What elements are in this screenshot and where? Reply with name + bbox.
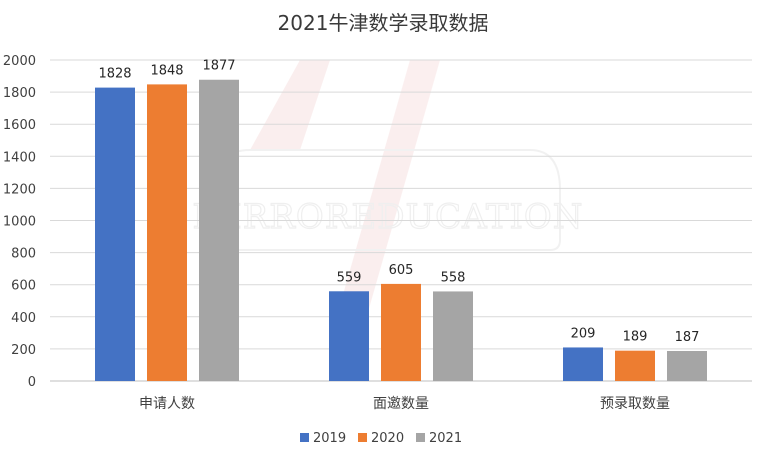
data-label: 605 [389,263,414,278]
legend-swatch [300,433,309,442]
bar-2021-预录取数量 [667,350,707,381]
data-label: 209 [571,326,596,341]
y-tick-label: 1400 [3,150,36,165]
data-label: 187 [675,330,700,345]
legend: 2019 2020 2021 [300,431,462,446]
watermark: MIRROREDUCATION [192,60,583,340]
y-tick-label: 1000 [3,215,36,230]
x-axis: 申请人数 面邀数量 预录取数量 [139,396,670,412]
legend-swatch [416,433,425,442]
data-label: 559 [337,270,362,285]
bars [95,79,707,381]
data-label: 1877 [202,59,235,74]
y-tick-label: 200 [11,343,36,358]
y-tick-label: 800 [11,247,36,262]
legend-swatch [358,433,367,442]
bar-2020-预录取数量 [615,350,655,381]
data-label: 1848 [150,63,183,78]
legend-label: 2021 [429,431,462,446]
bar-2021-申请人数 [199,79,239,381]
y-tick-label: 1600 [3,118,36,133]
bar-2019-预录取数量 [563,347,603,381]
y-tick-label: 1200 [3,182,36,197]
legend-label: 2020 [371,431,404,446]
bar-2020-面邀数量 [381,283,421,381]
legend-label: 2019 [313,431,346,446]
watermark-text: MIRROREDUCATION [192,197,583,237]
y-tick-label: 1800 [3,86,36,101]
y-tick-label: 400 [11,311,36,326]
data-label: 1828 [98,67,131,82]
x-category-label: 预录取数量 [600,396,670,412]
y-tick-label: 600 [11,279,36,294]
watermark-shape-right [330,60,440,340]
y-tick-label: 2000 [3,54,36,69]
bar-2020-申请人数 [147,84,187,381]
y-axis: 0 200 400 600 800 1000 1200 1400 1600 1800 2000 [3,54,36,390]
y-tick-label: 0 [28,375,36,390]
bar-2019-申请人数 [95,87,135,381]
data-label: 558 [441,270,466,285]
data-label: 189 [623,330,648,345]
bar-2021-面邀数量 [433,291,473,381]
x-category-label: 面邀数量 [373,396,429,412]
bar-2019-面邀数量 [329,291,369,381]
chart-title: 2021牛津数学录取数据 [278,11,489,35]
data-labels: 1828 1848 1877 559 605 558 209 189 187 [98,59,699,345]
watermark-shape-left [250,60,330,150]
x-category-label: 申请人数 [139,396,195,412]
